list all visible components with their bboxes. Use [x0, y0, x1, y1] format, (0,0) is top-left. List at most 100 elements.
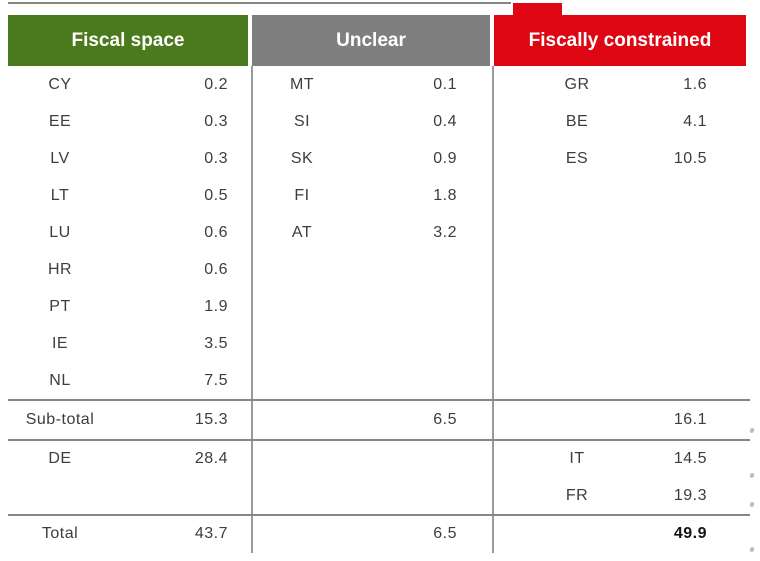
- table-row: GR 1.6: [494, 66, 746, 103]
- table-row: FR 19.3: [494, 478, 746, 516]
- red-corner-tab: [513, 3, 562, 16]
- subtotal-row: 16.1: [494, 400, 746, 440]
- edge-artifact-tick: [749, 546, 755, 553]
- total-row: 6.5: [252, 515, 490, 553]
- subtotal-value: 16.1: [673, 411, 707, 428]
- grand-total-value: 49.9: [673, 525, 707, 542]
- rule-above-total: [8, 514, 750, 516]
- table-row: AT 3.2: [252, 214, 490, 251]
- country-value: 1.6: [683, 75, 707, 93]
- country-value: 7.5: [204, 372, 228, 390]
- total-value: 6.5: [433, 525, 457, 542]
- table-row: LV 0.3: [8, 140, 248, 177]
- country-code: CY: [48, 75, 72, 93]
- total-cell-unclear: 6.5: [252, 515, 490, 553]
- country-value: 19.3: [673, 487, 707, 505]
- subtotal-value: 15.3: [194, 411, 228, 428]
- fiscal-space-column-body: CY 0.2 EE 0.3 LV 0.3 LT 0.5 LU 0.6 HR 0.…: [8, 66, 248, 400]
- country-value: 3.2: [433, 223, 457, 241]
- country-code: GR: [564, 75, 590, 93]
- edge-artifact-tick: [749, 427, 755, 434]
- table-row: EE 0.3: [8, 103, 248, 140]
- country-value: 0.5: [204, 186, 228, 204]
- table-row: SI 0.4: [252, 103, 490, 140]
- column-divider-left: [251, 66, 253, 553]
- country-value: 0.3: [204, 149, 228, 167]
- subtotal-cell-unclear: 6.5: [252, 400, 490, 440]
- table-row: IE 3.5: [8, 326, 248, 363]
- country-value: 1.8: [433, 186, 457, 204]
- total-value: 43.7: [194, 525, 228, 542]
- rule-above-subtotal: [8, 399, 750, 401]
- country-value: 0.1: [433, 75, 457, 93]
- subtotal-row: Sub-total 15.3: [8, 400, 248, 440]
- subtotal-cell-fiscally-constrained: 16.1: [494, 400, 746, 440]
- table-row: HR 0.6: [8, 251, 248, 288]
- table-row: PT 1.9: [8, 289, 248, 326]
- country-value: 0.3: [204, 112, 228, 130]
- edge-artifact-tick: [749, 501, 755, 508]
- country-code: EE: [48, 112, 72, 130]
- unclear-column-body: MT 0.1 SI 0.4 SK 0.9 FI 1.8 AT 3.2: [252, 66, 490, 400]
- country-value: 1.9: [204, 298, 228, 316]
- rule-below-subtotal: [8, 439, 750, 441]
- country-value: 0.6: [204, 261, 228, 279]
- country-code: FR: [565, 487, 589, 505]
- country-code: LV: [50, 149, 70, 167]
- column-header-fiscally-constrained: Fiscally constrained: [494, 15, 746, 66]
- table-row: LT 0.5: [8, 177, 248, 214]
- total-row: Total 43.7: [8, 515, 248, 553]
- country-code: MT: [289, 75, 315, 93]
- country-code: BE: [565, 112, 589, 130]
- country-code: SK: [290, 149, 314, 167]
- table-row: LU 0.6: [8, 214, 248, 251]
- column-header-fiscal-space: Fiscal space: [8, 15, 248, 66]
- total-cell-fiscally-constrained: 49.9: [494, 515, 746, 553]
- country-code: PT: [49, 298, 71, 316]
- country-code: AT: [291, 223, 313, 241]
- table-row: IT 14.5: [494, 440, 746, 478]
- total-cell-fiscal-space: Total 43.7: [8, 515, 248, 553]
- total-row: 49.9: [494, 515, 746, 553]
- country-value: 0.4: [433, 112, 457, 130]
- country-code: IT: [569, 449, 585, 467]
- subtotal-row: 6.5: [252, 400, 490, 440]
- table-row: SK 0.9: [252, 140, 490, 177]
- table-row: MT 0.1: [252, 66, 490, 103]
- subtotal-value: 6.5: [433, 411, 457, 428]
- country-value: 3.5: [204, 335, 228, 353]
- country-code: LU: [49, 223, 71, 241]
- table-row: FI 1.8: [252, 177, 490, 214]
- country-code: NL: [49, 372, 71, 390]
- table-row: CY 0.2: [8, 66, 248, 103]
- table-row: ES 10.5: [494, 140, 746, 177]
- country-value: 4.1: [683, 112, 707, 130]
- top-border-line: [8, 2, 511, 4]
- country-code: HR: [47, 261, 73, 279]
- country-value: 28.4: [194, 449, 228, 467]
- total-label: Total: [41, 525, 79, 542]
- country-code: ES: [565, 149, 589, 167]
- table-row: NL 7.5: [8, 363, 248, 400]
- country-value: 0.6: [204, 223, 228, 241]
- country-code: DE: [48, 449, 72, 467]
- mid-section-fiscally-constrained: IT 14.5 FR 19.3: [494, 440, 746, 515]
- country-value: 0.9: [433, 149, 457, 167]
- country-code: FI: [294, 186, 310, 204]
- edge-artifact-tick: [749, 472, 755, 479]
- country-code: SI: [293, 112, 311, 130]
- subtotal-label: Sub-total: [25, 411, 95, 428]
- subtotal-cell-fiscal-space: Sub-total 15.3: [8, 400, 248, 440]
- fiscally-constrained-column-body: GR 1.6 BE 4.1 ES 10.5: [494, 66, 746, 400]
- country-code: IE: [51, 335, 69, 353]
- country-value: 14.5: [673, 449, 707, 467]
- country-code: LT: [50, 186, 70, 204]
- table-row: BE 4.1: [494, 103, 746, 140]
- table-row: DE 28.4: [8, 440, 248, 478]
- mid-section-fiscal-space: DE 28.4: [8, 440, 248, 515]
- column-divider-right: [492, 66, 494, 553]
- country-value: 0.2: [204, 75, 228, 93]
- column-header-unclear: Unclear: [252, 15, 490, 66]
- country-value: 10.5: [673, 149, 707, 167]
